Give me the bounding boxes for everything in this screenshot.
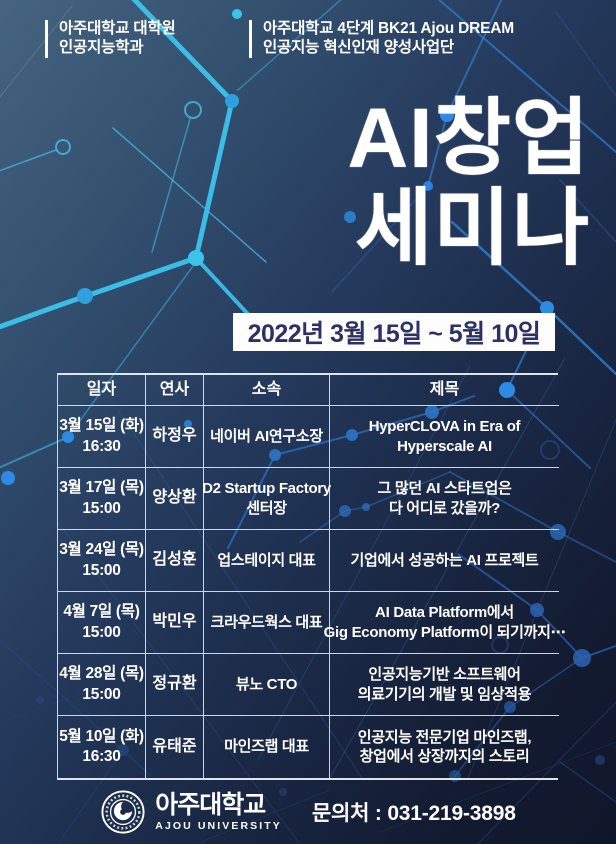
schedule-table: 일자 연사 소속 제목 3월 15일 (화) 16:30 하정우 네이버 AI연…: [57, 373, 566, 780]
table-row-5-speaker: 정규환: [146, 654, 204, 716]
table-row-3-speaker: 김성훈: [146, 530, 204, 592]
footer: 아주대학교 AJOU UNIVERSITY 문의처 : 031-219-3898: [0, 784, 616, 840]
org-right-line2: 인공지능 혁신인재 양성사업단: [263, 38, 454, 56]
column-header-speaker: 연사: [146, 375, 204, 406]
org-left-line1: 아주대학교 대학원: [59, 20, 176, 37]
column-header-affiliation: 소속: [204, 375, 330, 406]
session-date: 3월 24일 (목): [59, 541, 144, 559]
university-name-en: AJOU UNIVERSITY: [155, 819, 282, 832]
poster-title-line2: 세미나: [355, 180, 590, 275]
university-logotype: 아주대학교 AJOU UNIVERSITY: [155, 790, 282, 832]
table-row-2-title: 그 많던 AI 스타트업은 다 어디로 갔을까?: [330, 468, 559, 530]
table-row-1-speaker: 하정우: [146, 406, 204, 468]
table-row-3-date: 3월 24일 (목) 15:00: [58, 530, 146, 592]
org-block-left: 아주대학교 대학원 인공지능학과: [45, 20, 176, 58]
session-date: 5월 10일 (화): [59, 727, 144, 745]
table-row-6-affiliation: 마인즈랩 대표: [204, 716, 330, 778]
column-header-date: 일자: [58, 375, 146, 406]
table-row-4-speaker: 박민우: [146, 592, 204, 654]
session-time: 16:30: [82, 748, 121, 765]
table-row-1-date: 3월 15일 (화) 16:30: [58, 406, 146, 468]
table-row-3-affiliation: 업스테이지 대표: [204, 530, 330, 592]
table-row-2-affiliation: D2 Startup Factory 센터장: [202, 468, 331, 530]
table-row-3-title: 기업에서 성공하는 AI 프로젝트: [330, 530, 559, 592]
table-row-5-affiliation: 뷰노 CTO: [204, 654, 330, 716]
ajou-university-emblem-icon: [101, 790, 145, 834]
table-row-1-title: HyperCLOVA in Era of Hyperscale AI: [330, 406, 559, 468]
session-date: 3월 15일 (화): [59, 417, 144, 435]
table-row-2-date: 3월 17일 (목) 15:00: [58, 468, 146, 530]
table-row-1-affiliation: 네이버 AI연구소장: [204, 406, 330, 468]
poster-title-line1: AI창업: [347, 91, 590, 185]
session-date: 4월 28일 (목): [59, 665, 144, 683]
org-right-line1: 아주대학교 4단계 BK21 Ajou DREAM: [263, 20, 514, 37]
poster-title: AI창업 세미나: [347, 91, 590, 275]
org-left-line2: 인공지능학과: [59, 38, 144, 56]
table-row-4-title: AI Data Platform에서 Gig Economy Platform이…: [324, 592, 566, 654]
session-time: 15:00: [82, 685, 121, 703]
session-time: 15:00: [82, 561, 121, 579]
table-row-5-title: 인공지능기반 소프트웨어 의료기기의 개발 및 임상적용: [330, 654, 559, 716]
university-name: 아주대학교: [155, 790, 266, 819]
date-range-banner: 2022년 3월 15일 ~ 5월 10일: [233, 313, 555, 351]
session-time: 15:00: [82, 623, 121, 641]
table-row-4-date: 4월 7일 (목) 15:00: [58, 592, 146, 654]
table-row-4-affiliation: 크라우드웍스 대표: [204, 592, 330, 654]
session-time: 15:00: [82, 499, 121, 517]
table-row-6-speaker: 유태준: [146, 716, 204, 778]
table-row-6-date: 5월 10일 (화) 16:30: [58, 716, 146, 778]
date-range-text: 2022년 3월 15일 ~ 5월 10일: [247, 320, 541, 348]
contact-phone: 문의처 : 031-219-3898: [311, 802, 516, 825]
table-row-2-speaker: 양상환: [146, 468, 204, 530]
session-date: 4월 7일 (목): [63, 603, 140, 621]
table-row-5-date: 4월 28일 (목) 15:00: [58, 654, 146, 716]
university-logo: 아주대학교 AJOU UNIVERSITY: [100, 789, 282, 835]
column-header-title: 제목: [330, 375, 559, 406]
session-time: 16:30: [82, 437, 121, 455]
org-block-right: 아주대학교 4단계 BK21 Ajou DREAM 인공지능 혁신인재 양성사업…: [249, 20, 514, 58]
table-row-6-title: 인공지능 전문기업 마인즈랩, 창업에서 상장까지의 스토리: [357, 728, 532, 766]
session-date: 3월 17일 (목): [59, 479, 144, 497]
